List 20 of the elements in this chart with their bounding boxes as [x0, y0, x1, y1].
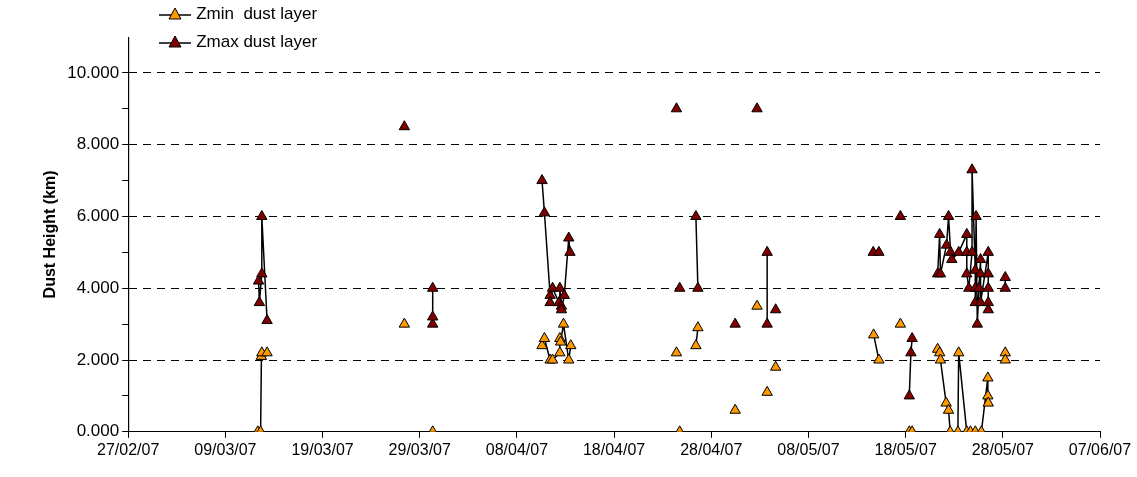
y-tick-label: 0.000	[76, 421, 120, 441]
y-axis-title: Dust Height (km)	[41, 170, 59, 299]
y-tick-label: 10.000	[67, 62, 120, 82]
x-tick-label: 29/03/07	[388, 440, 451, 458]
x-tick-label: 19/03/07	[291, 440, 354, 458]
x-tick-label: 18/05/07	[874, 440, 937, 458]
legend-label: Zmin dust layer	[196, 4, 318, 24]
x-tick-label: 08/04/07	[485, 440, 549, 458]
x-tick-label: 27/02/07	[97, 440, 160, 458]
y-tick-label: 2.000	[76, 349, 120, 369]
legend-label: Zmax dust layer	[196, 32, 318, 52]
x-tick-label: 07/06/07	[1068, 440, 1132, 458]
y-tick-label: 8.000	[76, 134, 120, 154]
x-tick-label: 08/05/07	[777, 440, 840, 458]
y-tick-label: 4.000	[76, 277, 120, 297]
x-tick-label: 28/05/07	[971, 440, 1035, 458]
y-tick-label: 6.000	[76, 206, 120, 226]
x-tick-label: 18/04/07	[582, 440, 646, 458]
x-tick-label: 28/04/07	[680, 440, 743, 458]
x-tick-label: 09/03/07	[194, 440, 257, 458]
